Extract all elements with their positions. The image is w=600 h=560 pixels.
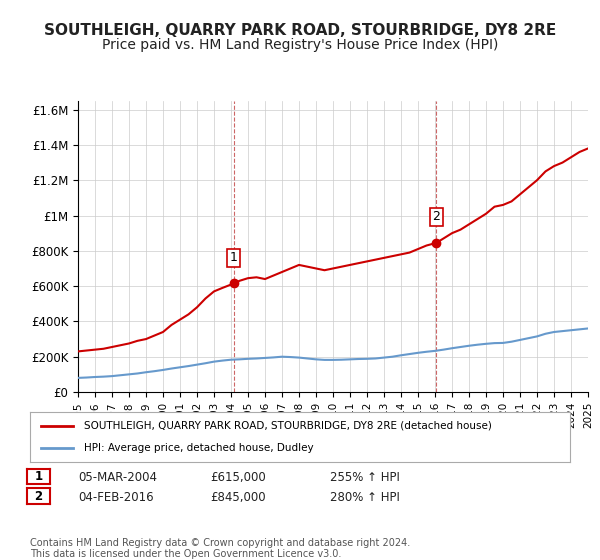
Text: 05-MAR-2004: 05-MAR-2004 [78,471,157,484]
Text: Price paid vs. HM Land Registry's House Price Index (HPI): Price paid vs. HM Land Registry's House … [102,38,498,52]
Text: 2: 2 [433,211,440,223]
Text: Contains HM Land Registry data © Crown copyright and database right 2024.
This d: Contains HM Land Registry data © Crown c… [30,538,410,559]
Text: 280% ↑ HPI: 280% ↑ HPI [330,491,400,504]
Text: 1: 1 [230,251,238,264]
Text: SOUTHLEIGH, QUARRY PARK ROAD, STOURBRIDGE, DY8 2RE: SOUTHLEIGH, QUARRY PARK ROAD, STOURBRIDG… [44,24,556,38]
Text: 2: 2 [34,489,43,503]
Text: HPI: Average price, detached house, Dudley: HPI: Average price, detached house, Dudl… [84,443,314,453]
Text: SOUTHLEIGH, QUARRY PARK ROAD, STOURBRIDGE, DY8 2RE (detached house): SOUTHLEIGH, QUARRY PARK ROAD, STOURBRIDG… [84,421,492,431]
Text: 04-FEB-2016: 04-FEB-2016 [78,491,154,504]
Text: £615,000: £615,000 [210,471,266,484]
Text: £845,000: £845,000 [210,491,266,504]
Text: 255% ↑ HPI: 255% ↑ HPI [330,471,400,484]
Text: 1: 1 [34,470,43,483]
